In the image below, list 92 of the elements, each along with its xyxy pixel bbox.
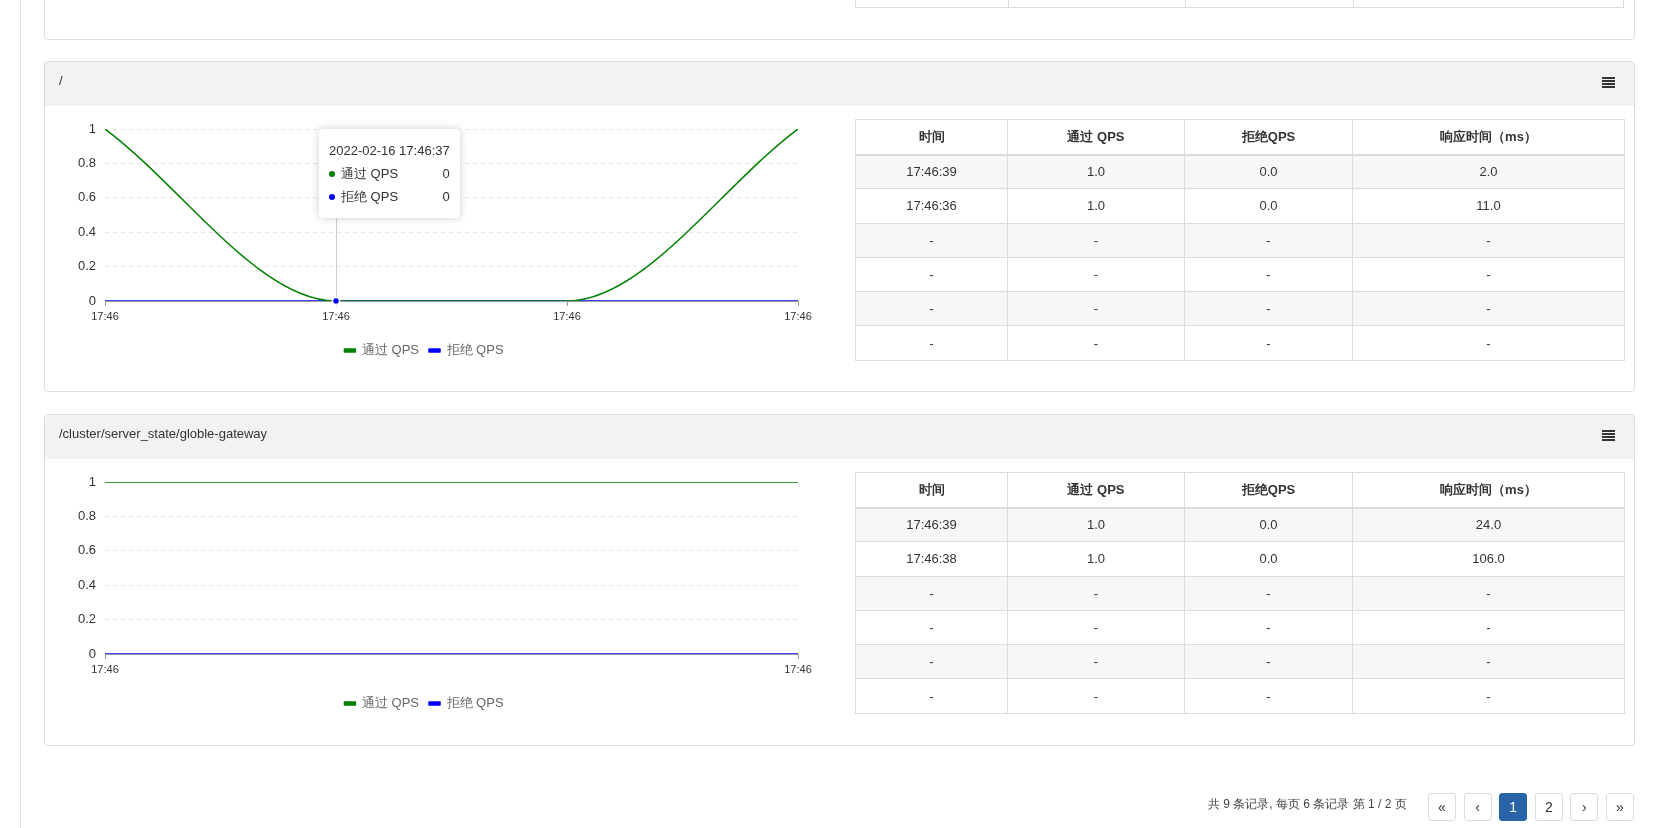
text: - — [1486, 585, 1491, 601]
text: - — [1486, 620, 1491, 636]
chart-title: / — [59, 73, 63, 89]
text: 拒绝 QPS — [341, 189, 399, 204]
text: - — [1093, 232, 1099, 248]
y-tick-label: 0.4 — [77, 223, 96, 239]
text: - — [929, 654, 934, 670]
text: - — [1266, 232, 1271, 248]
y-tick-label: 0.2 — [77, 258, 96, 274]
category-label: › — [1570, 793, 1599, 821]
y-tick-label: 0.8 — [77, 154, 96, 170]
text: - — [1266, 654, 1271, 670]
y-tick-label: 0.4 — [77, 576, 96, 592]
text: - — [1093, 654, 1099, 670]
y-tick-label: 1 — [88, 473, 96, 489]
text: - — [929, 620, 934, 636]
annotation: 2022-02-16 17:46:37 — [329, 142, 450, 160]
text: 17:46:39 — [906, 164, 957, 180]
x-tick-label: 17:46 — [322, 309, 350, 322]
text: - — [929, 232, 934, 248]
text: 0.0 — [1259, 164, 1278, 180]
chart-title: /cluster/server_state/globle-gateway — [59, 426, 268, 442]
text: - — [1266, 620, 1271, 636]
category-label: » — [1606, 793, 1634, 821]
text: 0.0 — [1259, 517, 1278, 533]
text: 106.0 — [1472, 551, 1505, 567]
category-label: 通过 QPS — [1007, 119, 1185, 155]
x-tick-label: 17:46 — [91, 309, 119, 322]
category-label: 1 — [1499, 793, 1528, 821]
legend-label: 通过 QPS — [361, 695, 420, 711]
y-tick-label: 1 — [88, 120, 96, 136]
y-tick-label: 0.6 — [77, 189, 96, 205]
text: - — [929, 335, 934, 351]
text: 1.0 — [1086, 551, 1106, 567]
text: - — [1266, 335, 1271, 351]
y-tick-label: 0 — [88, 292, 96, 308]
text: - — [1486, 267, 1491, 283]
text: 24.0 — [1475, 517, 1502, 533]
text: 17:46:38 — [906, 551, 957, 567]
category-label: 拒绝QPS — [1184, 119, 1353, 155]
text: 17:46:36 — [906, 198, 957, 214]
category-label: 2 — [1534, 793, 1563, 821]
text: - — [929, 688, 934, 704]
y-tick-label: 0.2 — [77, 611, 96, 627]
x-tick-label: 17:46 — [553, 309, 581, 322]
text: - — [1093, 301, 1099, 317]
category-label: 响应时间（ms） — [1352, 472, 1625, 508]
text: 共 9 条记录, 每页 6 条记录 第 1 / 2 页 — [1208, 796, 1407, 812]
category-label: 时间 — [855, 119, 1008, 155]
legend-label: 拒绝 QPS — [445, 695, 504, 711]
category-label: 拒绝QPS — [1184, 472, 1353, 508]
text: - — [1266, 301, 1271, 317]
text: 0.0 — [1259, 198, 1278, 214]
text: - — [1093, 620, 1099, 636]
text: - — [1093, 335, 1099, 351]
text: 1.0 — [1086, 517, 1106, 533]
category-label: 通过 QPS — [1007, 472, 1185, 508]
legend-label: 拒绝 QPS — [445, 342, 504, 358]
legend-label: 通过 QPS — [341, 165, 400, 183]
category-label: 响应时间（ms） — [1352, 119, 1625, 155]
text: 1.0 — [1086, 198, 1106, 214]
text: - — [1093, 688, 1099, 704]
category-label: 时间 — [855, 472, 1008, 508]
x-tick-label: 17:46 — [91, 662, 119, 675]
x-tick-label: 17:46 — [784, 309, 812, 322]
text: - — [1266, 585, 1271, 601]
text: 11.0 — [1476, 198, 1501, 214]
text: - — [1266, 688, 1271, 704]
text: 17:46:39 — [906, 517, 957, 533]
text: - — [929, 585, 934, 601]
text: - — [1093, 585, 1099, 601]
category-label: ‹ — [1463, 793, 1492, 821]
text: - — [929, 267, 934, 283]
text: 0.0 — [1259, 551, 1278, 567]
y-tick-label: 0 — [88, 645, 96, 661]
text: - — [1486, 688, 1491, 704]
text: - — [1266, 267, 1271, 283]
text: 1.0 — [1086, 164, 1106, 180]
text: 通过 QPS — [361, 342, 420, 358]
text: - — [1486, 335, 1491, 351]
text: - — [1486, 232, 1491, 248]
y-tick-label: 0.6 — [77, 542, 96, 558]
category-label: « — [1428, 793, 1456, 821]
text: 2.0 — [1479, 164, 1498, 180]
text: - — [929, 301, 934, 317]
text: - — [1486, 301, 1491, 317]
annotation: 0 — [442, 165, 450, 183]
text: - — [1093, 267, 1099, 283]
annotation: 0 — [442, 188, 450, 206]
x-tick-label: 17:46 — [784, 662, 812, 675]
text: - — [1486, 654, 1491, 670]
y-tick-label: 0.8 — [77, 507, 96, 523]
